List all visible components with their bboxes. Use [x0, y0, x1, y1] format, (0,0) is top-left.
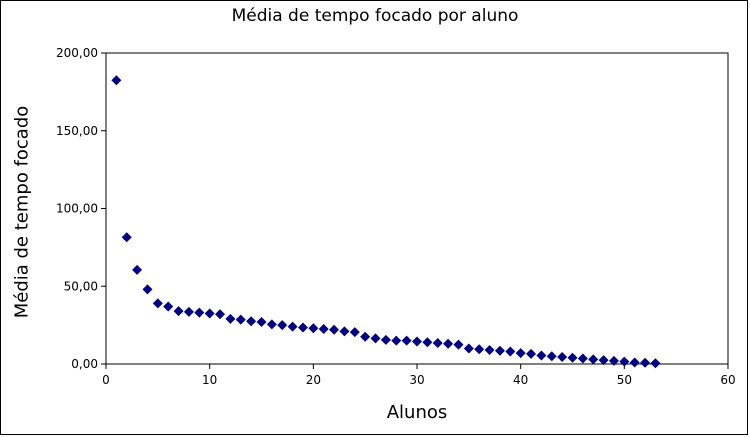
chart-title: Média de tempo focado por aluno	[231, 6, 519, 26]
data-point	[619, 356, 630, 367]
x-tick-label: 60	[720, 373, 735, 387]
data-point	[370, 333, 381, 344]
data-point	[588, 354, 599, 365]
data-point	[152, 298, 163, 309]
data-point	[318, 324, 329, 335]
x-tick-label: 20	[306, 373, 321, 387]
data-point	[484, 345, 495, 356]
data-point	[246, 316, 257, 327]
x-tick-label: 30	[409, 373, 424, 387]
data-point	[349, 327, 360, 338]
data-point	[277, 320, 288, 331]
data-point	[453, 339, 464, 350]
data-point	[380, 334, 391, 345]
data-point	[132, 264, 143, 275]
data-point	[515, 348, 526, 359]
y-tick-label: 0,00	[71, 357, 98, 371]
data-point	[204, 308, 215, 319]
y-tick-label: 100,00	[56, 202, 98, 216]
x-tick-label: 40	[513, 373, 528, 387]
data-point	[640, 357, 651, 368]
data-point	[308, 323, 319, 334]
data-point	[256, 317, 267, 328]
x-tick-label: 10	[202, 373, 217, 387]
data-point	[329, 324, 340, 335]
data-point	[287, 321, 298, 332]
data-point	[297, 322, 308, 333]
data-point	[546, 351, 557, 362]
x-tick-label: 50	[617, 373, 632, 387]
data-point	[474, 344, 485, 355]
y-tick-label: 200,00	[56, 46, 98, 60]
data-point	[494, 345, 505, 356]
data-point	[650, 358, 661, 369]
data-point	[567, 352, 578, 363]
data-point	[339, 326, 350, 337]
data-point	[422, 337, 433, 348]
y-tick-label: 150,00	[56, 124, 98, 138]
data-point	[463, 343, 474, 354]
data-point	[142, 284, 153, 295]
data-point	[173, 306, 184, 317]
data-point	[111, 75, 122, 86]
data-point	[432, 338, 443, 349]
data-point	[608, 355, 619, 366]
data-point	[577, 353, 588, 364]
data-point	[360, 331, 371, 342]
data-point	[526, 348, 537, 359]
data-point	[225, 313, 236, 324]
data-point	[215, 309, 226, 320]
data-point	[266, 319, 277, 330]
data-point	[557, 352, 568, 363]
axis-ticks: 0,00 50,00 100,00 150,00 200,00 0 10 20 30 40 50 60	[56, 46, 736, 387]
data-points	[111, 75, 661, 369]
data-point	[391, 335, 402, 346]
data-point	[401, 335, 412, 346]
data-point	[505, 346, 516, 357]
data-point	[598, 355, 609, 366]
data-point	[443, 338, 454, 349]
data-point	[412, 336, 422, 347]
data-point	[183, 306, 194, 317]
x-axis-label: Alunos	[386, 402, 448, 423]
data-point	[194, 307, 205, 318]
data-point	[163, 301, 174, 312]
y-tick-label: 50,00	[64, 279, 98, 293]
data-point	[121, 232, 132, 243]
data-point	[536, 350, 547, 361]
data-point	[235, 314, 246, 325]
x-tick-label: 0	[102, 373, 110, 387]
data-point	[629, 357, 640, 368]
